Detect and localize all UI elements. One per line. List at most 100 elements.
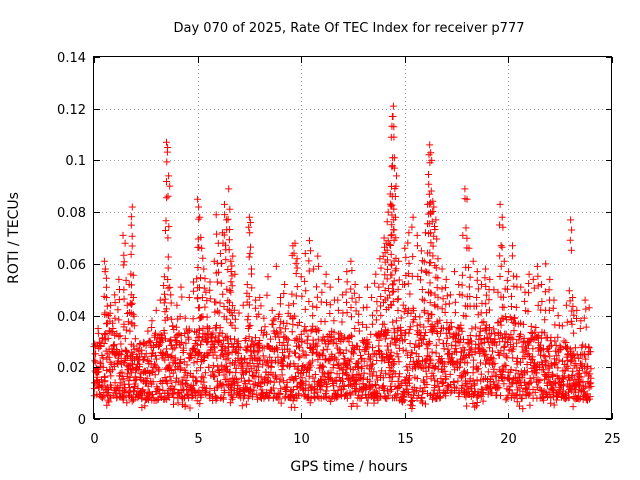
- data-point: [347, 257, 355, 265]
- data-point: [562, 301, 570, 309]
- y-tick-label: 0.04: [57, 310, 86, 325]
- data-point: [469, 377, 477, 385]
- data-point: [319, 346, 327, 354]
- data-point: [135, 356, 142, 364]
- data-point: [481, 274, 489, 282]
- data-point: [540, 366, 547, 374]
- data-point: [149, 391, 156, 398]
- data-point: [104, 350, 112, 358]
- data-point: [100, 257, 108, 265]
- data-point: [318, 350, 326, 358]
- data-point: [111, 314, 119, 322]
- data-point: [304, 332, 312, 340]
- data-point: [109, 327, 117, 335]
- data-point: [394, 307, 402, 314]
- data-point: [219, 290, 227, 298]
- data-point: [216, 250, 224, 257]
- data-point: [545, 286, 553, 294]
- data-point: [432, 349, 440, 357]
- data-point: [509, 378, 517, 386]
- data-point: [414, 242, 421, 250]
- data-point: [454, 377, 462, 385]
- data-point: [491, 335, 499, 343]
- data-point: [151, 362, 159, 370]
- data-point: [166, 373, 174, 381]
- data-point: [519, 405, 527, 413]
- data-point: [330, 328, 338, 336]
- data-point: [194, 334, 202, 341]
- data-point: [136, 363, 143, 371]
- data-point: [224, 297, 232, 305]
- data-point: [232, 364, 240, 372]
- data-point: [525, 280, 533, 287]
- data-point: [289, 397, 297, 405]
- x-tick-label: 15: [397, 432, 414, 447]
- data-point: [199, 374, 207, 382]
- data-point: [161, 290, 168, 298]
- data-point: [401, 281, 408, 288]
- data-point: [510, 327, 518, 335]
- data-point: [416, 321, 424, 329]
- data-point: [267, 335, 274, 343]
- data-point: [188, 393, 196, 401]
- data-point: [225, 246, 233, 254]
- data-point: [371, 279, 379, 287]
- data-point: [351, 281, 359, 288]
- data-point: [395, 373, 403, 381]
- data-point: [248, 284, 256, 292]
- data-point: [195, 243, 203, 251]
- data-point: [473, 399, 481, 406]
- data-point: [526, 390, 534, 398]
- data-point: [314, 335, 322, 343]
- data-point: [268, 306, 276, 314]
- data-point: [177, 355, 185, 363]
- data-point: [399, 346, 407, 354]
- data-point: [283, 335, 291, 343]
- data-point: [224, 305, 232, 313]
- data-point: [196, 213, 204, 221]
- data-point: [383, 218, 391, 226]
- data-point: [355, 310, 363, 318]
- data-point: [546, 352, 554, 360]
- data-point: [164, 253, 172, 261]
- data-point: [222, 367, 230, 375]
- data-point: [128, 203, 136, 211]
- data-point: [209, 351, 217, 359]
- data-point: [442, 275, 450, 283]
- data-point: [226, 287, 234, 294]
- data-point: [464, 336, 472, 344]
- data-point: [105, 398, 113, 406]
- data-point: [296, 353, 304, 361]
- data-point: [223, 315, 231, 323]
- data-point: [396, 370, 404, 378]
- data-point: [416, 313, 424, 321]
- data-point: [441, 309, 449, 316]
- data-point: [136, 353, 144, 361]
- data-point: [377, 293, 385, 300]
- data-point: [128, 369, 136, 377]
- data-point: [264, 273, 272, 281]
- data-point: [368, 294, 376, 301]
- data-point: [127, 213, 135, 221]
- data-point: [435, 336, 443, 344]
- data-point: [452, 342, 460, 350]
- data-point: [523, 361, 531, 368]
- data-point: [477, 336, 485, 344]
- data-point: [201, 369, 209, 377]
- data-point: [478, 281, 485, 288]
- data-point: [425, 315, 433, 323]
- data-point: [355, 327, 363, 335]
- data-point: [393, 350, 401, 358]
- data-point: [195, 215, 203, 223]
- data-point: [384, 237, 392, 245]
- data-point: [405, 379, 413, 387]
- data-point: [228, 321, 236, 329]
- data-point: [162, 217, 170, 225]
- data-point: [266, 377, 274, 385]
- data-point: [405, 259, 413, 267]
- data-point: [477, 359, 484, 367]
- data-point: [343, 309, 351, 317]
- data-point: [444, 382, 452, 389]
- data-point: [103, 311, 111, 319]
- data-point: [201, 275, 209, 283]
